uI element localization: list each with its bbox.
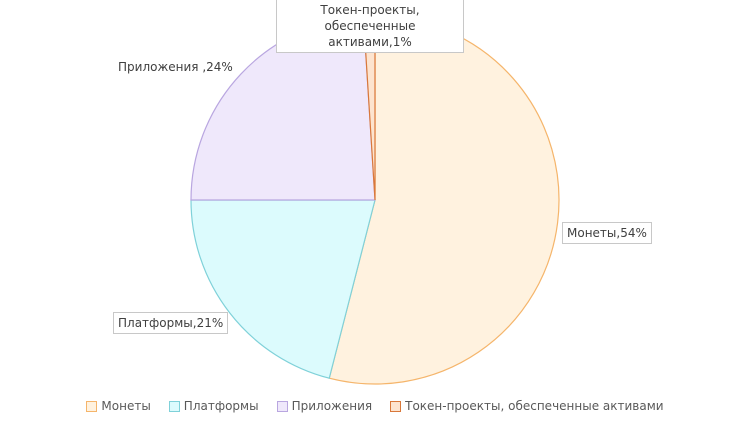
legend-item: Монеты bbox=[86, 399, 151, 413]
legend-label: Токен-проекты, обеспеченные активами bbox=[405, 399, 664, 413]
legend-item: Приложения bbox=[276, 399, 373, 413]
legend-label: Платформы bbox=[183, 399, 259, 413]
legend-item: Платформы bbox=[168, 399, 259, 413]
legend-swatch bbox=[390, 400, 402, 412]
legend-swatch bbox=[276, 400, 288, 412]
legend-swatch bbox=[86, 400, 98, 412]
data-label: Приложения ,24% bbox=[114, 57, 237, 77]
legend-label: Приложения bbox=[291, 399, 373, 413]
data-label: Токен-проекты, обеспеченные активами,1% bbox=[276, 0, 464, 53]
data-label: Монеты,54% bbox=[562, 222, 652, 244]
data-label: Платформы,21% bbox=[113, 312, 229, 334]
legend: Монеты Платформы Приложения Токен-проекты, … bbox=[0, 399, 750, 413]
legend-item: Токен-проекты, обеспеченные активами bbox=[390, 399, 664, 413]
legend-label: Монеты bbox=[101, 399, 151, 413]
pie-slice bbox=[190, 199, 376, 379]
legend-swatch bbox=[168, 400, 180, 412]
